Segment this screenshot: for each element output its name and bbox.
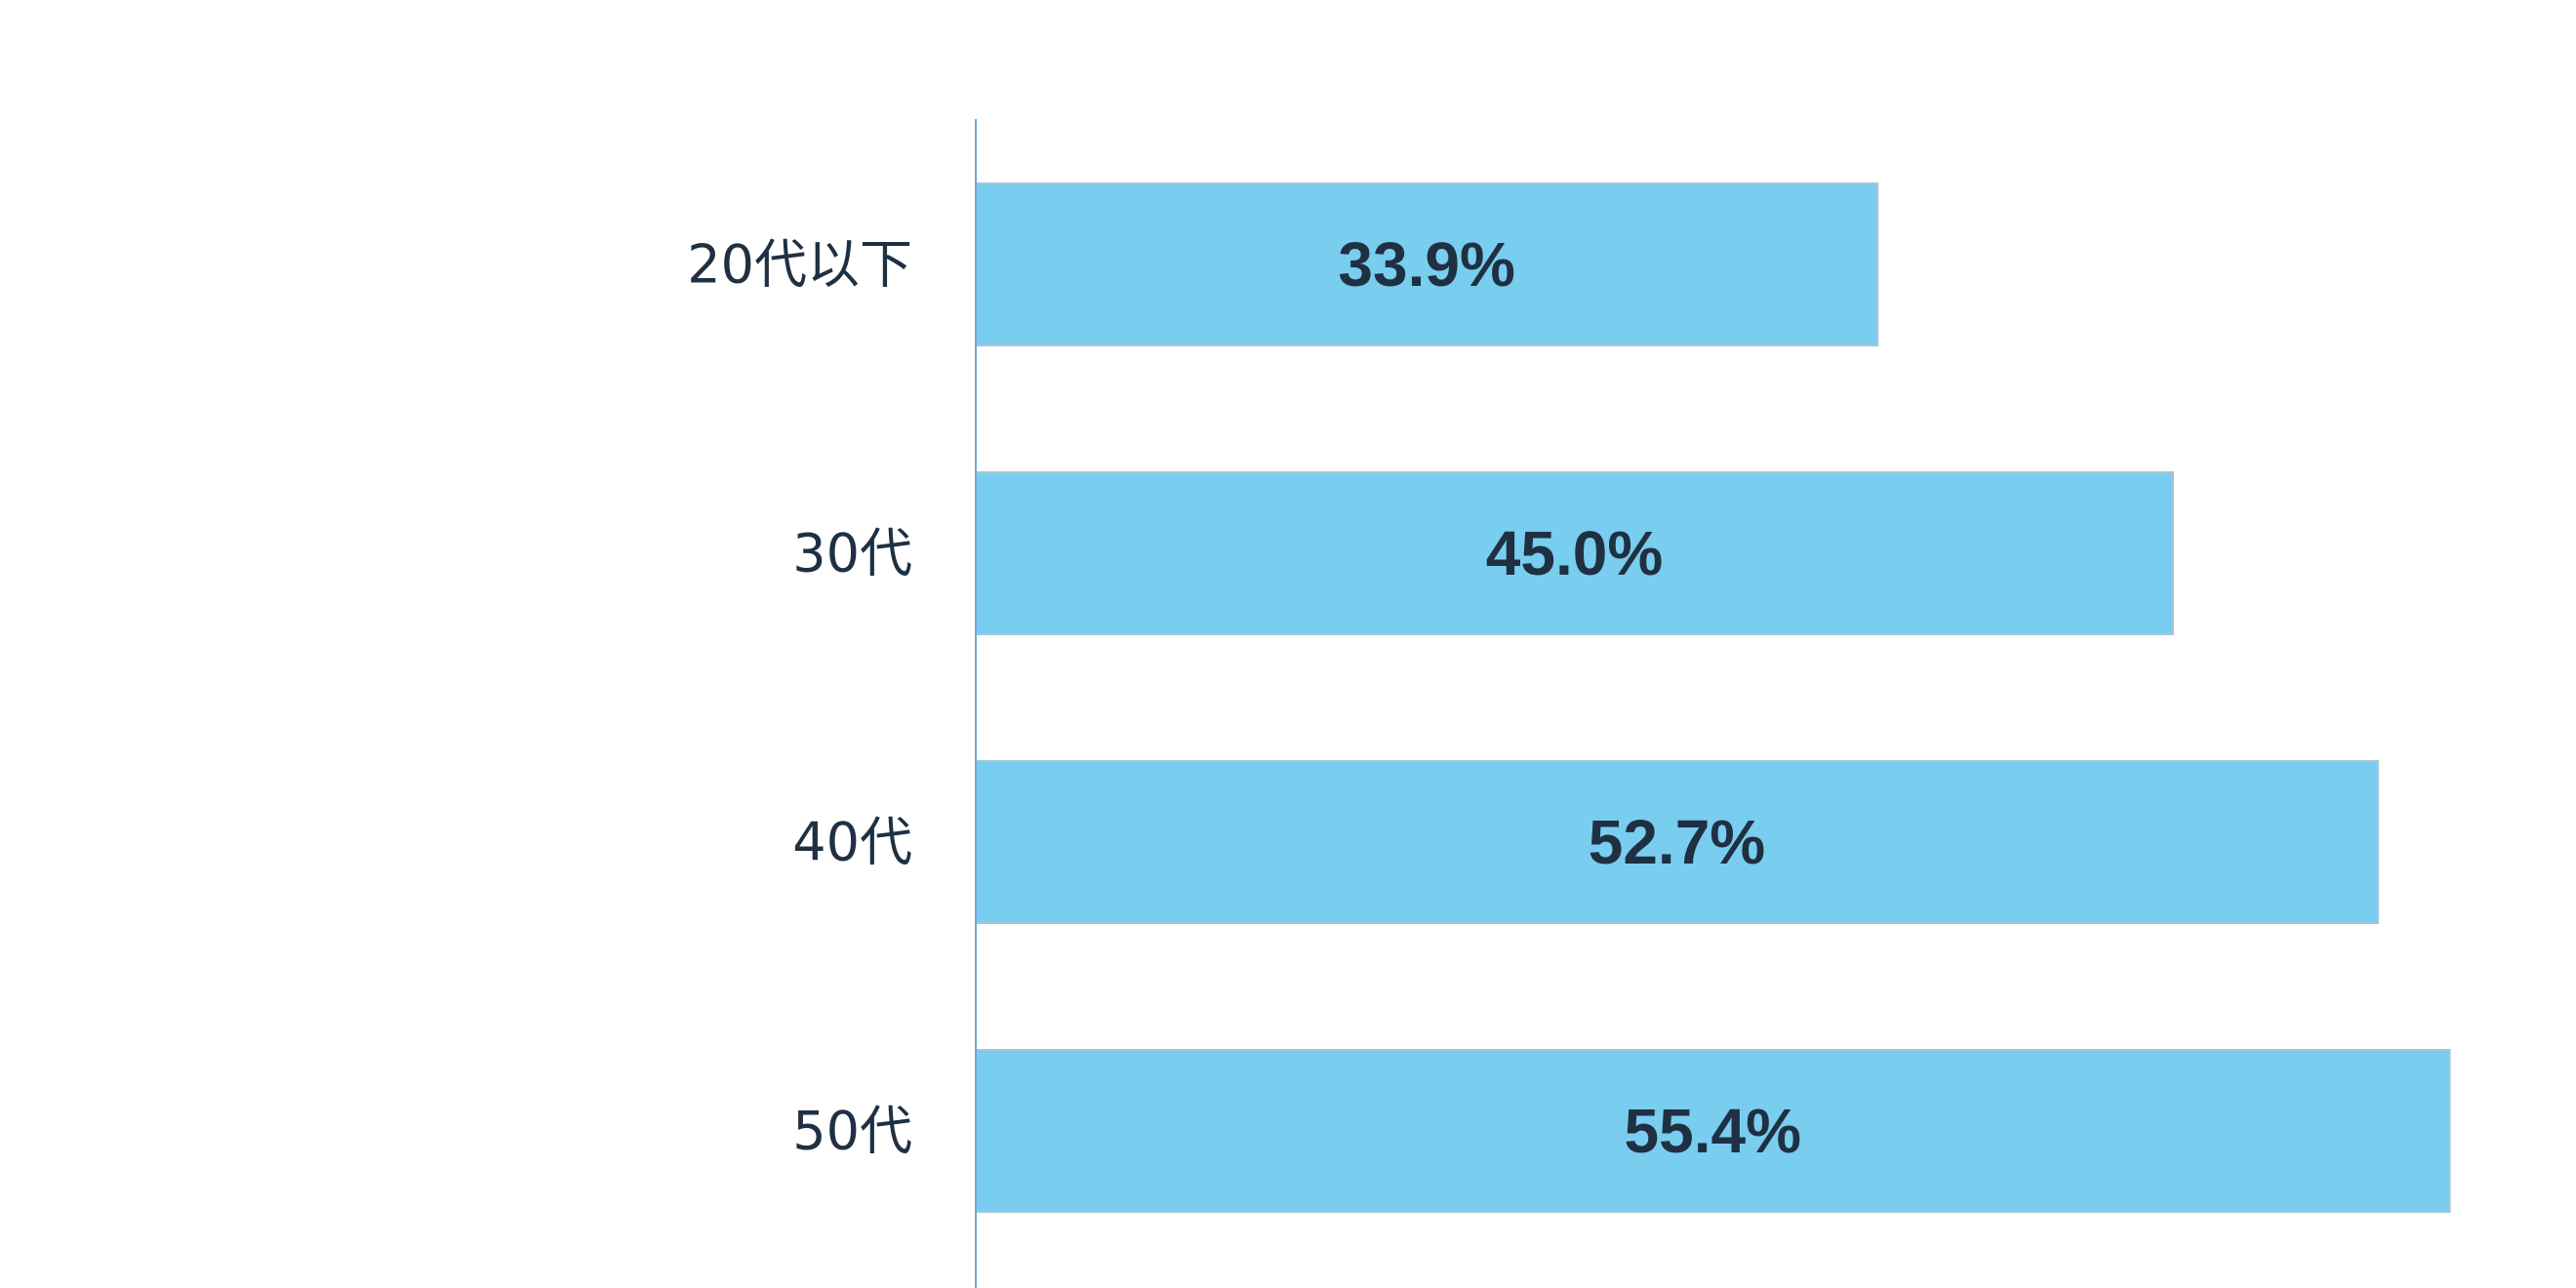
data-label-1: 33.9% <box>1338 229 1514 300</box>
category-label-1: 20代以下 <box>687 234 912 296</box>
labels-layer: 33.9% 20代以下 45.0% 30代 52.7% 40代 55.4% 50代 <box>687 229 1801 1166</box>
bar-4 <box>975 1049 2451 1213</box>
data-label-2: 45.0% <box>1486 518 1663 588</box>
bar-3 <box>975 760 2379 924</box>
category-label-3: 40代 <box>792 812 912 873</box>
data-label-3: 52.7% <box>1589 807 1765 877</box>
bar-1 <box>975 182 1879 346</box>
category-label-4: 50代 <box>792 1101 912 1162</box>
data-label-4: 55.4% <box>1625 1096 1801 1166</box>
category-label-2: 30代 <box>792 523 912 584</box>
bar-2 <box>975 471 2174 635</box>
bars-layer <box>975 182 2451 1213</box>
